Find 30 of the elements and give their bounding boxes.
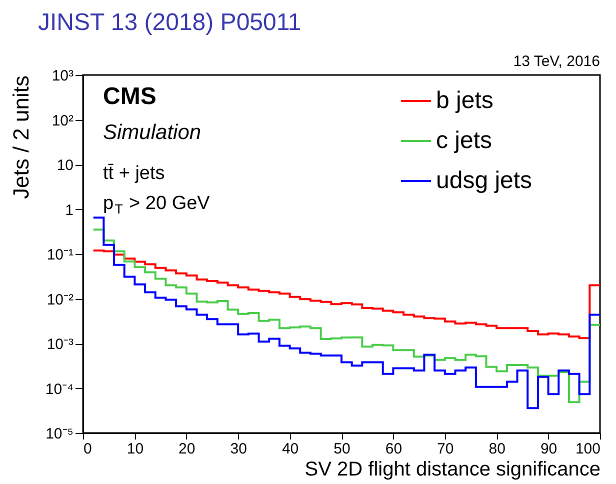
y-tick-label: 10⁻¹ [46,246,74,264]
x-tick-label: 60 [385,440,402,458]
x-tick-label: 40 [282,440,299,458]
x-tick-label: 20 [178,440,196,458]
x-tick-label: 0 [84,440,92,458]
y-tick-label: 10³ [52,68,74,84]
y-tick-label: 1 [65,202,74,219]
x-tick-label: 80 [488,440,506,458]
x-axis-title: SV 2D flight distance significance [304,458,600,480]
y-tick-label: 10 [56,157,74,174]
y-axis-title: Jets / 2 units [8,76,34,200]
x-tick-label: 100 [575,440,600,458]
x-tick-label: 10 [126,440,144,458]
y-tick-label: 10⁻² [46,291,74,308]
y-tick-label: 10² [52,112,74,130]
legend-label: b jets [436,87,494,114]
x-tick-label: 70 [437,440,454,458]
x-tick-label: 30 [230,440,247,458]
annotation: CMS [103,83,156,110]
text: 13 TeV, 2016 [513,53,600,70]
annotation: tt̄ + jets [103,163,165,184]
annotation: Simulation [103,121,202,144]
y-tick-label: 10⁻³ [46,336,74,353]
y-tick-label: 10⁻⁴ [45,380,74,398]
legend-label: c jets [436,127,492,154]
text: JINST 13 (2018) P05011 [38,9,302,36]
y-tick-label: 10⁻⁵ [46,426,74,442]
x-tick-label: 50 [334,440,350,458]
legend-label: udsg jets [436,167,532,194]
x-tick-label: 90 [540,440,558,458]
